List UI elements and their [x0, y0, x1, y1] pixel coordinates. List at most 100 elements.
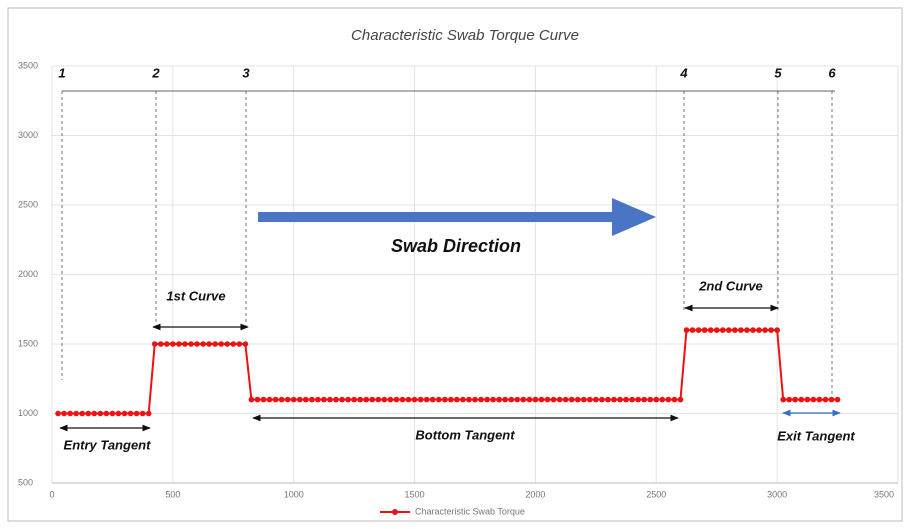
- data-point: [514, 396, 521, 403]
- data-point: [502, 396, 509, 403]
- data-point: [532, 396, 539, 403]
- data-point: [423, 396, 430, 403]
- data-point: [182, 341, 188, 347]
- data-point: [333, 396, 339, 403]
- data-point: [303, 396, 309, 403]
- data-point: [738, 327, 744, 333]
- data-point: [713, 327, 720, 333]
- point-label: 6: [828, 65, 836, 80]
- data-point: [780, 396, 786, 403]
- data-point: [79, 410, 86, 417]
- data-point: [508, 396, 515, 403]
- x-tick-label: 1000: [284, 489, 304, 499]
- data-point: [435, 396, 442, 403]
- data-point: [351, 396, 357, 403]
- data-point: [127, 410, 134, 417]
- data-point: [732, 327, 738, 333]
- point-label: 5: [774, 65, 782, 80]
- legend-marker: [392, 509, 398, 515]
- series-line: [58, 329, 838, 415]
- data-point: [460, 396, 466, 403]
- y-tick-label: 2500: [18, 199, 38, 209]
- direction-label: Swab Direction: [391, 236, 521, 256]
- data-point: [55, 410, 61, 417]
- data-point: [309, 396, 315, 403]
- data-point: [115, 410, 122, 417]
- data-point: [369, 396, 376, 403]
- data-point: [405, 396, 412, 403]
- x-tick-label: 3500: [874, 489, 894, 499]
- data-point: [689, 327, 696, 333]
- data-point: [429, 396, 436, 403]
- data-point: [526, 396, 533, 403]
- data-point: [798, 396, 805, 403]
- y-tick-label: 1500: [18, 338, 38, 348]
- annotation: Exit Tangent: [777, 428, 855, 443]
- x-tick-label: 2000: [525, 489, 545, 499]
- data-point: [834, 396, 841, 403]
- data-point: [587, 396, 593, 403]
- data-point: [611, 396, 617, 403]
- data-point: [647, 396, 654, 403]
- data-point: [768, 327, 774, 333]
- data-point: [574, 396, 581, 403]
- data-point: [617, 396, 623, 403]
- data-point: [321, 396, 327, 403]
- data-point: [73, 410, 79, 417]
- data-point: [417, 396, 424, 403]
- data-point: [593, 396, 599, 403]
- annotation: 1st Curve: [166, 288, 225, 303]
- point-label: 3: [242, 65, 250, 80]
- x-tick-label: 500: [165, 489, 180, 499]
- data-point: [472, 396, 478, 403]
- annotation: Entry Tangent: [64, 437, 152, 452]
- chart-title: Characteristic Swab Torque Curve: [351, 27, 579, 44]
- y-tick-label: 2000: [18, 269, 38, 279]
- data-point: [635, 396, 641, 403]
- point-label: 2: [151, 65, 160, 80]
- data-point: [278, 396, 285, 403]
- data-point: [466, 396, 472, 403]
- y-tick-label: 1000: [18, 408, 38, 418]
- data-point: [750, 327, 756, 333]
- y-tick-label: 3500: [18, 60, 38, 70]
- data-point: [822, 396, 829, 403]
- data-point: [580, 396, 587, 403]
- data-point: [520, 396, 527, 403]
- x-tick-label: 2500: [646, 489, 666, 499]
- data-point: [683, 327, 690, 333]
- data-point: [671, 396, 678, 403]
- data-point: [756, 327, 762, 333]
- data-point: [701, 327, 708, 333]
- data-point: [810, 396, 817, 403]
- data-point: [157, 341, 164, 347]
- data-point: [103, 410, 110, 417]
- data-point: [375, 396, 382, 403]
- y-tick-label: 500: [18, 477, 33, 487]
- data-point: [188, 341, 194, 347]
- data-point: [599, 396, 605, 403]
- data-point: [151, 341, 158, 347]
- data-point: [194, 341, 200, 347]
- data-point: [665, 396, 672, 403]
- data-point: [454, 396, 460, 403]
- data-point: [448, 396, 454, 403]
- point-label: 4: [679, 65, 688, 80]
- data-point: [67, 410, 73, 417]
- data-point: [248, 396, 255, 403]
- data-point: [659, 396, 666, 403]
- data-point: [441, 396, 448, 403]
- data-point: [786, 396, 793, 403]
- data-point: [556, 396, 563, 403]
- data-point: [164, 341, 170, 347]
- data-point: [121, 410, 128, 417]
- data-point: [804, 396, 811, 403]
- data-point: [393, 396, 400, 403]
- data-point: [170, 341, 176, 347]
- data-point: [653, 396, 660, 403]
- direction-arrow: [258, 198, 656, 236]
- data-point: [260, 396, 267, 403]
- data-point: [496, 396, 502, 403]
- data-point: [97, 410, 104, 417]
